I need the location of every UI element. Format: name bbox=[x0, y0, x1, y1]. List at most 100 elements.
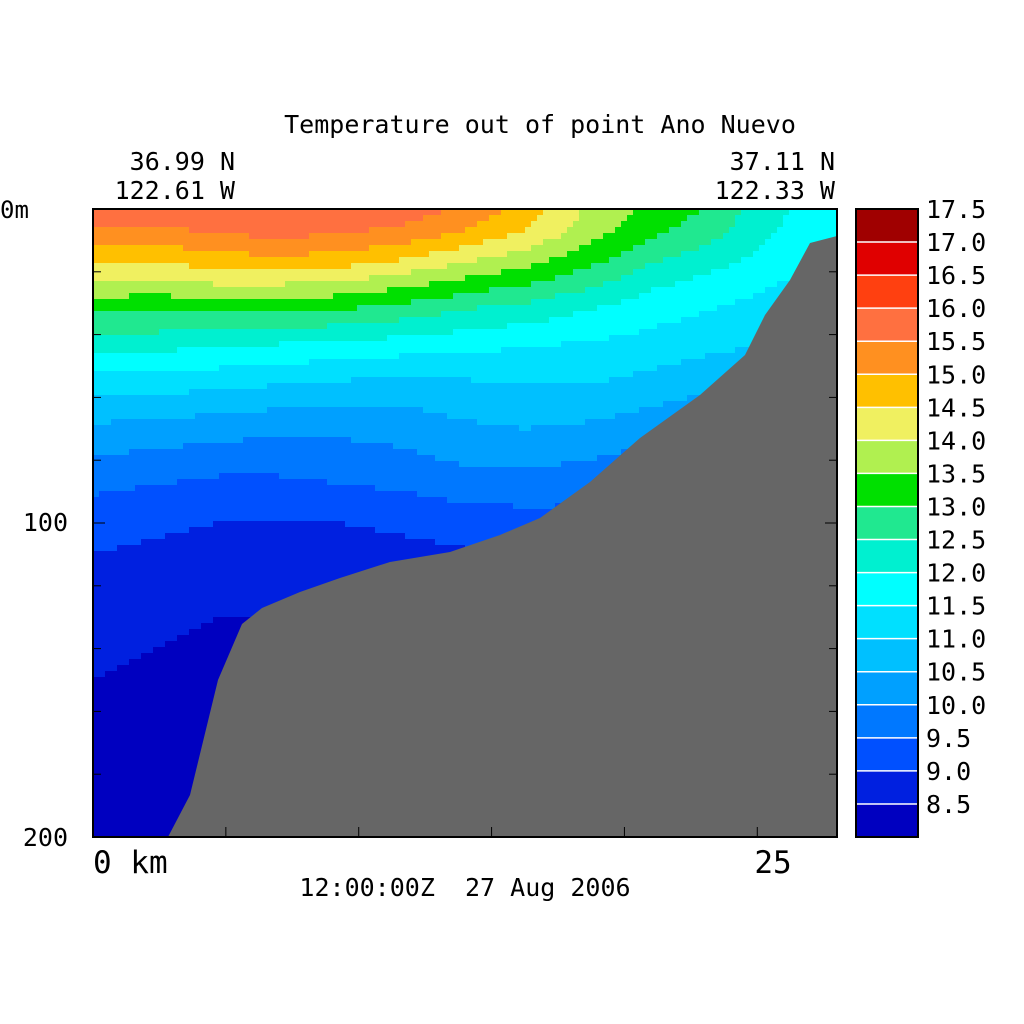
temperature-cell bbox=[699, 281, 706, 288]
temperature-cell bbox=[351, 407, 358, 414]
temperature-cell bbox=[453, 221, 460, 228]
temperature-cell bbox=[585, 413, 592, 420]
temperature-cell bbox=[537, 311, 544, 318]
temperature-cell bbox=[525, 215, 532, 222]
temperature-cell bbox=[453, 257, 460, 264]
temperature-cell bbox=[339, 269, 346, 276]
temperature-cell bbox=[549, 215, 556, 222]
temperature-cell bbox=[675, 251, 682, 258]
temperature-cell bbox=[609, 263, 616, 270]
temperature-cell bbox=[651, 275, 658, 282]
temperature-cell bbox=[447, 347, 454, 354]
temperature-cell bbox=[693, 347, 700, 354]
temperature-cell bbox=[609, 257, 616, 264]
temperature-cell bbox=[663, 275, 670, 282]
temperature-cell bbox=[507, 347, 514, 354]
temperature-cell bbox=[531, 215, 538, 222]
temperature-cell bbox=[747, 263, 754, 270]
temperature-cell bbox=[561, 281, 568, 288]
temperature-cell bbox=[579, 281, 586, 288]
temperature-cell bbox=[483, 359, 490, 366]
temperature-cell bbox=[465, 311, 472, 318]
temperature-cell bbox=[699, 209, 706, 216]
temperature-cell bbox=[405, 371, 412, 378]
temperature-cell bbox=[165, 311, 172, 318]
temperature-cell bbox=[465, 365, 472, 372]
temperature-cell bbox=[321, 353, 328, 360]
temperature-cell bbox=[609, 329, 616, 336]
temperature-cell bbox=[483, 233, 490, 240]
temperature-cell bbox=[717, 233, 724, 240]
temperature-cell bbox=[243, 257, 250, 264]
temperature-cell bbox=[591, 383, 598, 390]
temperature-cell bbox=[729, 251, 736, 258]
temperature-cell bbox=[273, 347, 280, 354]
temperature-cell bbox=[687, 263, 694, 270]
temperature-cell bbox=[273, 233, 280, 240]
temperature-cell bbox=[777, 275, 784, 282]
temperature-cell bbox=[669, 365, 676, 372]
temperature-cell bbox=[261, 269, 268, 276]
temperature-cell bbox=[189, 323, 196, 330]
temperature-cell bbox=[417, 377, 424, 384]
temperature-cell bbox=[693, 389, 700, 396]
temperature-cell bbox=[687, 239, 694, 246]
temperature-cell bbox=[219, 275, 226, 282]
temperature-cell bbox=[567, 419, 574, 426]
temperature-cell bbox=[531, 311, 538, 318]
temperature-cell bbox=[129, 275, 136, 282]
temperature-cell bbox=[345, 371, 352, 378]
temperature-cell bbox=[675, 335, 682, 342]
temperature-cell bbox=[435, 401, 442, 408]
temperature-cell bbox=[735, 221, 742, 228]
temperature-cell bbox=[441, 293, 448, 300]
temperature-cell bbox=[345, 305, 352, 312]
temperature-cell bbox=[525, 305, 532, 312]
temperature-cell bbox=[105, 401, 112, 408]
temperature-cell bbox=[741, 341, 748, 348]
temperature-cell bbox=[717, 245, 724, 252]
temperature-cell bbox=[267, 437, 274, 444]
temperature-cell bbox=[345, 311, 352, 318]
temperature-cell bbox=[441, 287, 448, 294]
temperature-cell bbox=[657, 215, 664, 222]
temperature-cell bbox=[249, 377, 256, 384]
temperature-cell bbox=[795, 251, 802, 258]
temperature-cell bbox=[189, 251, 196, 258]
temperature-cell bbox=[285, 275, 292, 282]
temperature-cell bbox=[489, 323, 496, 330]
temperature-cell bbox=[459, 347, 466, 354]
temperature-cell bbox=[531, 293, 538, 300]
temperature-cell bbox=[489, 431, 496, 438]
temperature-cell bbox=[633, 245, 640, 252]
temperature-cell bbox=[501, 263, 508, 270]
temperature-cell bbox=[519, 269, 526, 276]
temperature-cell bbox=[207, 323, 214, 330]
temperature-cell bbox=[411, 371, 418, 378]
temperature-cell bbox=[639, 365, 646, 372]
temperature-cell bbox=[681, 365, 688, 372]
temperature-cell bbox=[441, 377, 448, 384]
temperature-cell bbox=[195, 377, 202, 384]
temperature-cell bbox=[303, 209, 310, 216]
temperature-cell bbox=[729, 245, 736, 252]
temperature-cell bbox=[429, 359, 436, 366]
temperature-cell bbox=[423, 251, 430, 258]
temperature-cell bbox=[537, 383, 544, 390]
temperature-cell bbox=[189, 413, 196, 420]
temperature-cell bbox=[495, 287, 502, 294]
temperature-cell bbox=[153, 365, 160, 372]
temperature-cell bbox=[537, 293, 544, 300]
temperature-cell bbox=[417, 329, 424, 336]
temperature-cell bbox=[291, 407, 298, 414]
temperature-cell bbox=[645, 305, 652, 312]
temperature-cell bbox=[453, 341, 460, 348]
temperature-cell bbox=[171, 257, 178, 264]
temperature-cell bbox=[393, 437, 400, 444]
temperature-cell bbox=[393, 215, 400, 222]
temperature-cell bbox=[663, 299, 670, 306]
temperature-cell bbox=[171, 395, 178, 402]
temperature-cell bbox=[153, 335, 160, 342]
temperature-cell bbox=[693, 239, 700, 246]
temperature-cell bbox=[189, 347, 196, 354]
